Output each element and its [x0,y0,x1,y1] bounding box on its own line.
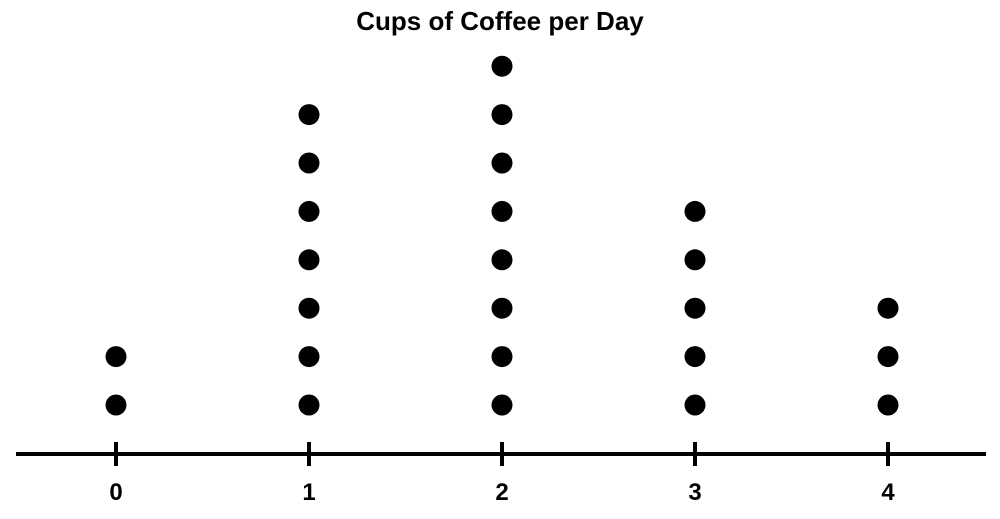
dot-x0-1 [105,394,127,416]
dot-x1-3 [298,297,320,319]
dot-x1-5 [298,200,320,222]
x-tick-label-4: 4 [881,479,895,506]
dot-x2-1 [491,394,513,416]
x-tick-label-3: 3 [688,479,701,506]
dot-x2-2 [491,346,513,368]
dots [105,55,899,416]
dot-x1-1 [298,394,320,416]
dot-x2-6 [491,152,513,174]
x-axis: 0 1 2 3 4 [16,442,986,506]
dot-x2-7 [491,104,513,126]
dot-x0-2 [105,346,127,368]
dot-x2-4 [491,249,513,271]
x-tick-label-2: 2 [495,479,508,506]
dot-x1-4 [298,249,320,271]
dot-x3-3 [684,297,706,319]
x-tick-label-0: 0 [109,479,122,506]
dot-x4-2 [877,346,899,368]
dot-x3-2 [684,346,706,368]
chart-title: Cups of Coffee per Day [356,6,644,36]
dot-x4-3 [877,297,899,319]
dot-x1-2 [298,346,320,368]
dot-x3-5 [684,200,706,222]
dot-x3-1 [684,394,706,416]
dot-x3-4 [684,249,706,271]
dot-x1-6 [298,152,320,174]
dot-x2-3 [491,297,513,319]
dot-x2-8 [491,55,513,77]
dot-x4-1 [877,394,899,416]
dot-x2-5 [491,200,513,222]
dot-x1-7 [298,104,320,126]
x-tick-label-1: 1 [302,479,315,506]
